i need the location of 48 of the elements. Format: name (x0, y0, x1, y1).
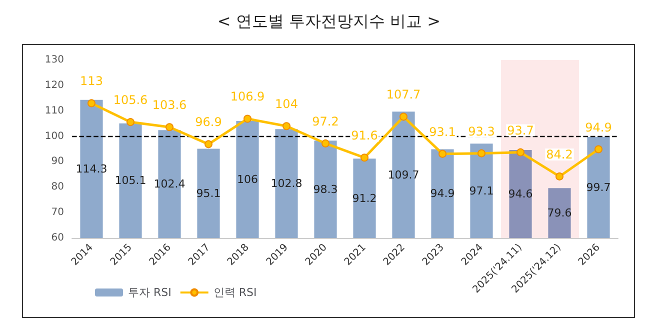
y-tick-label: 130 (44, 54, 64, 66)
point (282, 122, 290, 130)
data-label: 95.1 (196, 186, 221, 200)
data-label: 94.9 (585, 120, 612, 134)
point (478, 149, 486, 158)
data-label: 94.6 (508, 188, 533, 201)
y-tick-label: 100 (44, 130, 64, 142)
data-label: 105.6 (113, 93, 148, 108)
point (556, 172, 564, 180)
data-label: 84.2 (546, 147, 573, 162)
point (594, 145, 602, 154)
point (400, 112, 408, 121)
data-label: 106.9 (230, 90, 265, 104)
data-label: 96.9 (195, 115, 222, 130)
data-label: 93.7 (507, 123, 534, 138)
point (360, 154, 368, 162)
y-tick-label: 110 (44, 105, 64, 116)
y-tick-label: 80 (51, 182, 64, 193)
chart-title: < 연도별 투자전망지수 비교 > (217, 12, 441, 30)
point (322, 139, 330, 148)
legend-label: 투자 RSI (128, 286, 172, 299)
point (126, 118, 134, 126)
data-label: 99.7 (586, 181, 611, 194)
data-label: 113 (80, 74, 103, 88)
point (244, 114, 252, 123)
y-tick-label: 60 (51, 232, 64, 244)
data-label: 93.3 (468, 124, 495, 138)
data-label: 94.9 (430, 187, 455, 200)
y-tick-label: 70 (51, 207, 64, 218)
point (88, 99, 96, 108)
point (438, 150, 446, 158)
data-label: 93.1 (429, 124, 456, 139)
data-label: 98.3 (313, 182, 338, 196)
data-label: 103.6 (152, 98, 187, 112)
data-label: 79.6 (547, 206, 572, 220)
y-tick-label: 90 (51, 156, 64, 168)
point (204, 140, 212, 148)
data-label: 107.7 (386, 88, 421, 102)
point (166, 123, 174, 132)
data-label: 97.2 (312, 114, 339, 128)
data-label: 91.2 (352, 192, 377, 205)
data-label: 106 (237, 173, 258, 186)
y-tick-label: 120 (44, 80, 64, 91)
legend-label: 인력 RSI (213, 286, 257, 299)
point (516, 148, 524, 156)
data-label: 104 (275, 97, 298, 112)
data-label: 91.6 (351, 128, 378, 143)
data-label: 97.1 (469, 184, 494, 198)
